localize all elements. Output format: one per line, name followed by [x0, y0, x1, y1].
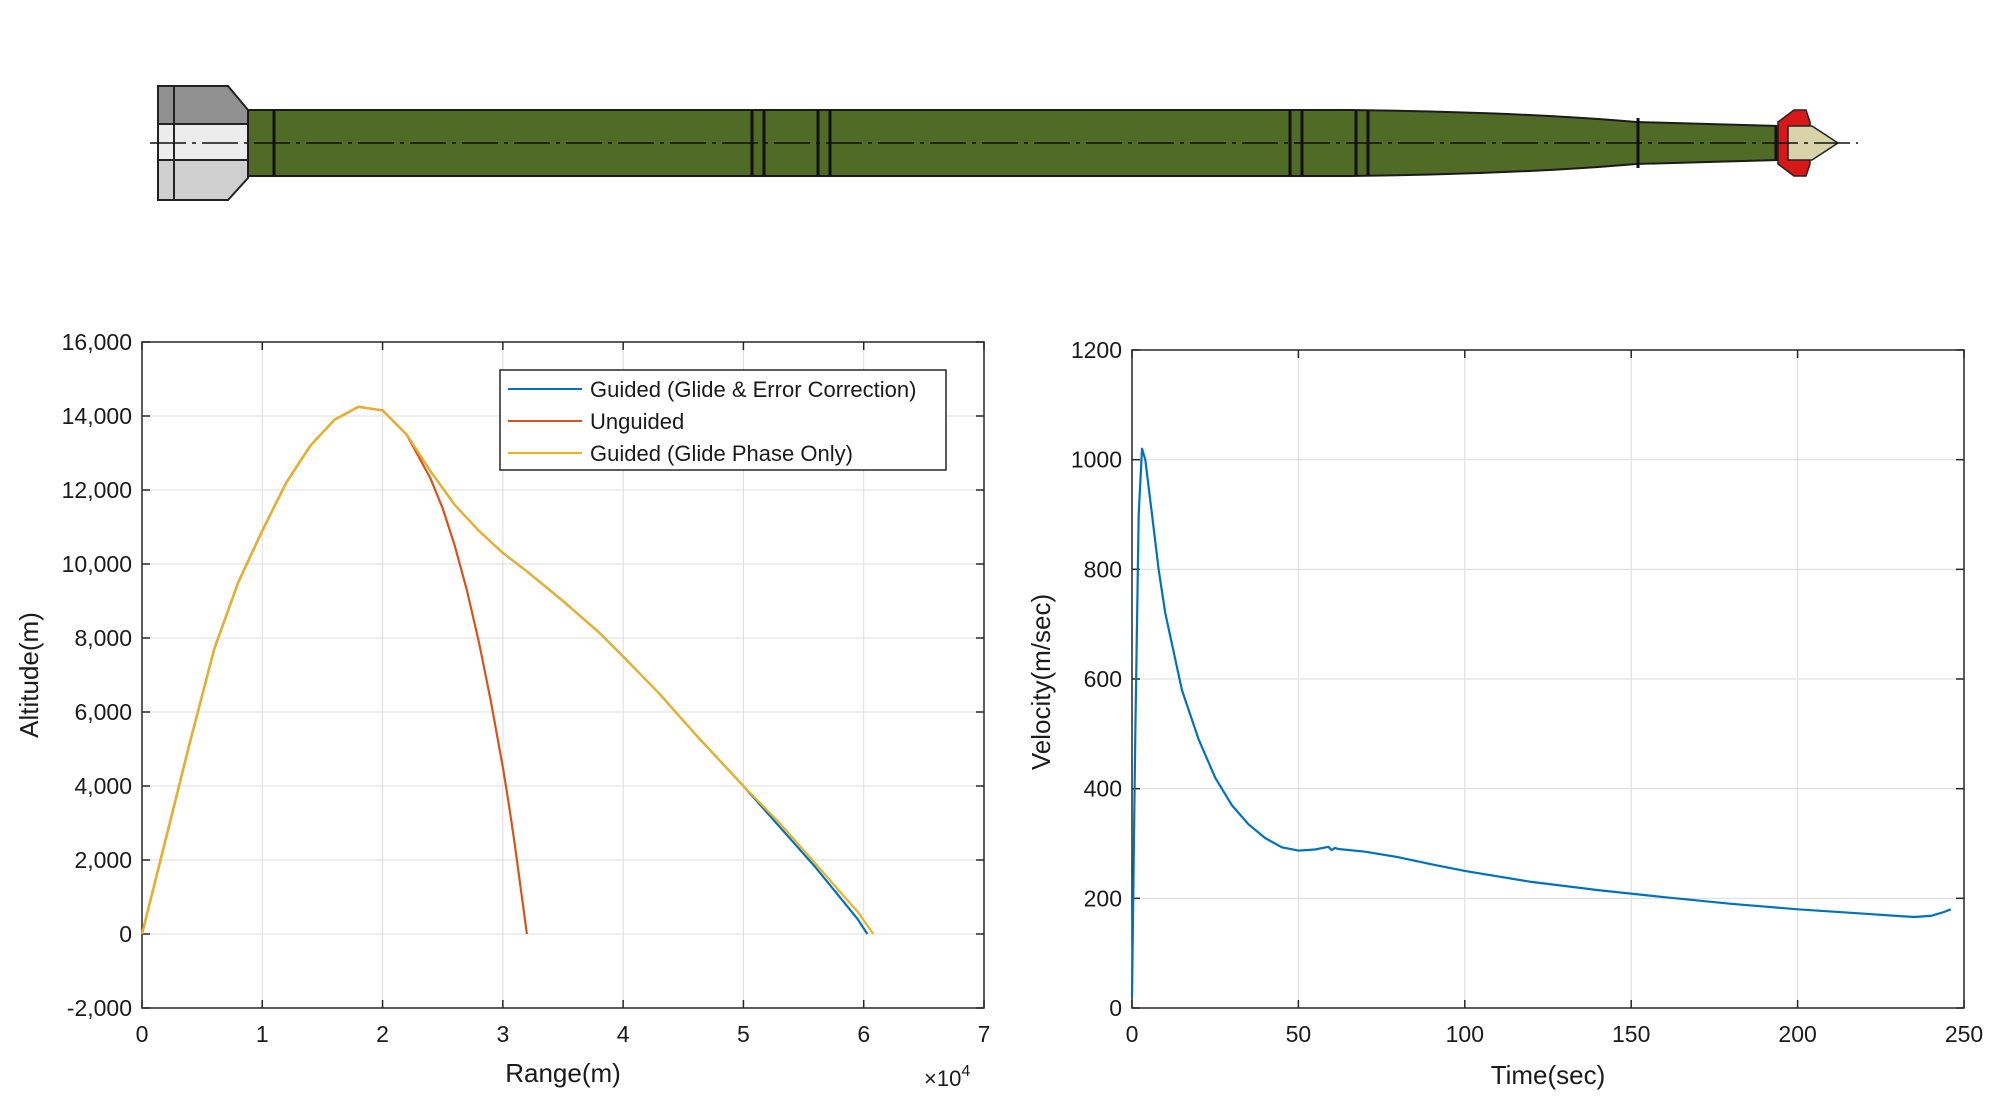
series-line-guided-glide-phase-only	[140, 405, 875, 935]
x-tick-label: 200	[1778, 1021, 1816, 1047]
x-tick-label: 0	[1126, 1021, 1139, 1047]
velocity-y-axis-label: Velocity(m/sec)	[1026, 594, 1056, 770]
altitude-chart-series	[140, 405, 875, 935]
x-tick-label: 150	[1612, 1021, 1650, 1047]
tail-fin-upper	[157, 85, 249, 125]
x-tick-label: 100	[1446, 1021, 1484, 1047]
y-tick-label: 0	[1109, 995, 1122, 1021]
y-tick-label: 8,000	[74, 625, 132, 651]
y-tick-label: 6,000	[74, 699, 132, 725]
altitude-y-axis-label: Altitude(m)	[14, 612, 44, 738]
y-tick-label: 2,000	[74, 847, 132, 873]
legend-guided-glide-label: Guided (Glide Phase Only)	[590, 441, 853, 466]
x-tick-label: 5	[737, 1021, 750, 1047]
y-tick-label: 12,000	[62, 477, 132, 503]
velocity-chart-ticks: 0 50 100 150 200 250 0 200 400 600 800 1000 1200	[1071, 337, 1983, 1047]
series-line-velocity	[1130, 447, 1952, 998]
velocity-time-chart: 0 50 100 150 200 250 0 200 400 600 800 1000 1200 Tim…	[1026, 337, 1983, 1090]
x-tick-label: 3	[496, 1021, 509, 1047]
y-tick-label: 4,000	[74, 773, 132, 799]
velocity-x-axis-label: Time(sec)	[1491, 1060, 1606, 1090]
x-axis-exponent-label: ×104	[924, 1063, 970, 1091]
y-tick-label: 1000	[1071, 447, 1122, 473]
tail-fin-lower	[157, 159, 249, 201]
y-tick-label: 600	[1084, 666, 1122, 692]
x-tick-label: 1	[256, 1021, 269, 1047]
x-tick-label: 6	[857, 1021, 870, 1047]
legend-guided-error-label: Guided (Glide & Error Correction)	[590, 377, 916, 402]
x-axis-exponent-power: 4	[961, 1063, 970, 1080]
y-tick-label: 400	[1084, 776, 1122, 802]
y-tick-label: 200	[1084, 885, 1122, 911]
y-tick-label: 16,000	[62, 329, 132, 355]
x-tick-label: 0	[136, 1021, 149, 1047]
y-tick-label: 10,000	[62, 551, 132, 577]
x-tick-label: 250	[1945, 1021, 1983, 1047]
altitude-chart-ticks: 0 1 2 3 4 5 6 7-2,00002,0004,0006,0008,00010,00…	[62, 329, 991, 1047]
altitude-chart-plot-area	[141, 341, 985, 1009]
altitude-x-axis-label: Range(m)	[505, 1058, 621, 1088]
y-tick-label: 14,000	[62, 403, 132, 429]
x-tick-label: 50	[1286, 1021, 1312, 1047]
missile-illustration	[150, 85, 1858, 201]
legend-unguided-label: Unguided	[590, 409, 684, 434]
x-tick-label: 7	[978, 1021, 991, 1047]
x-tick-label: 2	[376, 1021, 389, 1047]
velocity-chart-grid	[1131, 349, 1965, 1009]
tail-hub	[157, 123, 249, 161]
x-axis-exponent-base: ×10	[924, 1066, 961, 1091]
missile-nose-tip	[1787, 125, 1840, 161]
series-line-unguided	[140, 405, 528, 935]
series-line-guided-glide-error-correction	[140, 405, 869, 935]
x-tick-label: 4	[617, 1021, 630, 1047]
altitude-chart-legend: Guided (Glide & Error Correction) Unguid…	[499, 369, 947, 471]
velocity-chart-series	[1130, 447, 1952, 998]
altitude-range-chart: 0 1 2 3 4 5 6 7-2,00002,0004,0006,0008,00010,00…	[14, 329, 990, 1091]
y-tick-label: 0	[119, 921, 132, 947]
y-tick-label: 1200	[1071, 337, 1122, 363]
y-tick-label: 800	[1084, 556, 1122, 582]
y-tick-label: -2,000	[67, 995, 132, 1021]
